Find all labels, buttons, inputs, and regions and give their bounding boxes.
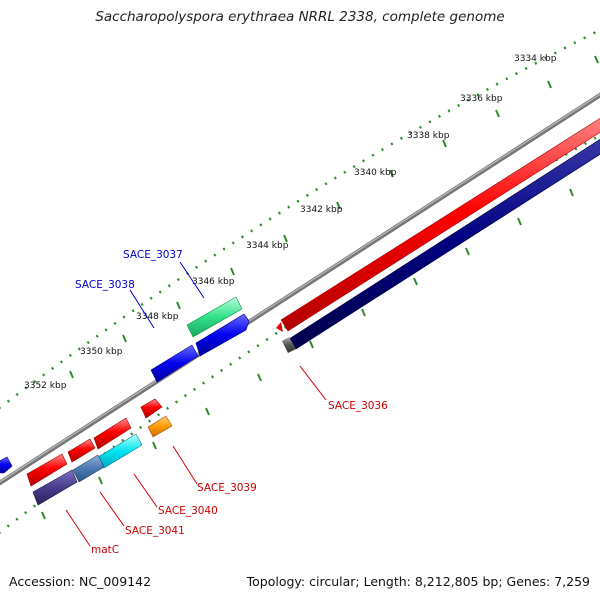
- gene-sace-3036-start-cap: [282, 337, 296, 353]
- leader-line-sace-3038: [129, 289, 155, 329]
- outer-ruler-ticks: [69, 55, 599, 379]
- genome-backbone: [0, 92, 600, 486]
- ruler-label: 3350 kbp: [80, 347, 123, 357]
- leader-line-sace-3041: [99, 491, 125, 527]
- gene-label-sace-3037[interactable]: SACE_3037: [123, 249, 183, 261]
- gene-sace-3039-orange[interactable]: [147, 415, 173, 438]
- leader-line-matc: [65, 509, 91, 547]
- ruler-label: 3338 kbp: [407, 131, 450, 141]
- gene-red-small[interactable]: [140, 398, 163, 419]
- gene-matc-purple[interactable]: [32, 469, 78, 506]
- leader-line-sace-3036: [299, 365, 327, 401]
- gene-sace-3037[interactable]: [186, 296, 243, 338]
- gene-label-sace-3041[interactable]: SACE_3041: [125, 525, 185, 537]
- ruler-label: 3352 kbp: [24, 381, 67, 391]
- ruler-dotted-arc-outer: [0, 28, 600, 410]
- gene-label-sace-3040[interactable]: SACE_3040: [158, 505, 218, 517]
- gene-red-forward-3[interactable]: [26, 453, 68, 487]
- gene-sace-3036-reverse[interactable]: [288, 133, 600, 350]
- ruler-label: 3346 kbp: [192, 277, 235, 287]
- ruler-label: 3336 kbp: [460, 94, 503, 104]
- gene-blue-reverse[interactable]: [150, 344, 199, 383]
- leader-line-sace-3037: [179, 261, 205, 299]
- gene-sace-3036-forward[interactable]: [280, 112, 600, 332]
- gene-label-matc[interactable]: matC: [91, 544, 119, 556]
- leader-line-sace-3039: [172, 445, 198, 485]
- ruler-label: 3344 kbp: [246, 241, 289, 251]
- gene-red-forward-2[interactable]: [67, 438, 96, 463]
- gene-edge-blue[interactable]: [0, 456, 13, 474]
- gene-label-sace-3039[interactable]: SACE_3039: [197, 482, 257, 494]
- leader-line-sace-3040: [133, 473, 158, 508]
- gene-sace-3038[interactable]: [195, 313, 250, 357]
- gene-red-forward-1[interactable]: [93, 417, 132, 450]
- genome-backbone-highlight: [0, 93, 600, 483]
- inner-ruler-ticks: [41, 188, 574, 520]
- gene-label-sace-3036[interactable]: SACE_3036: [328, 400, 388, 412]
- gene-label-sace-3038[interactable]: SACE_3038: [75, 279, 135, 291]
- gene-sace-3041-steel[interactable]: [72, 454, 105, 483]
- genome-summary-text: Topology: circular; Length: 8,212,805 bp…: [246, 574, 590, 589]
- accession-text: Accession: NC_009142: [9, 574, 152, 589]
- ruler-label: 3348 kbp: [136, 312, 179, 322]
- gene-small-red-marker: [276, 322, 283, 332]
- ruler-label: 3340 kbp: [354, 168, 397, 178]
- ruler-label: 3342 kbp: [300, 205, 343, 215]
- ruler-label: 3334 kbp: [514, 54, 557, 64]
- map-title: Saccharopolyspora erythraea NRRL 2338, c…: [95, 9, 505, 25]
